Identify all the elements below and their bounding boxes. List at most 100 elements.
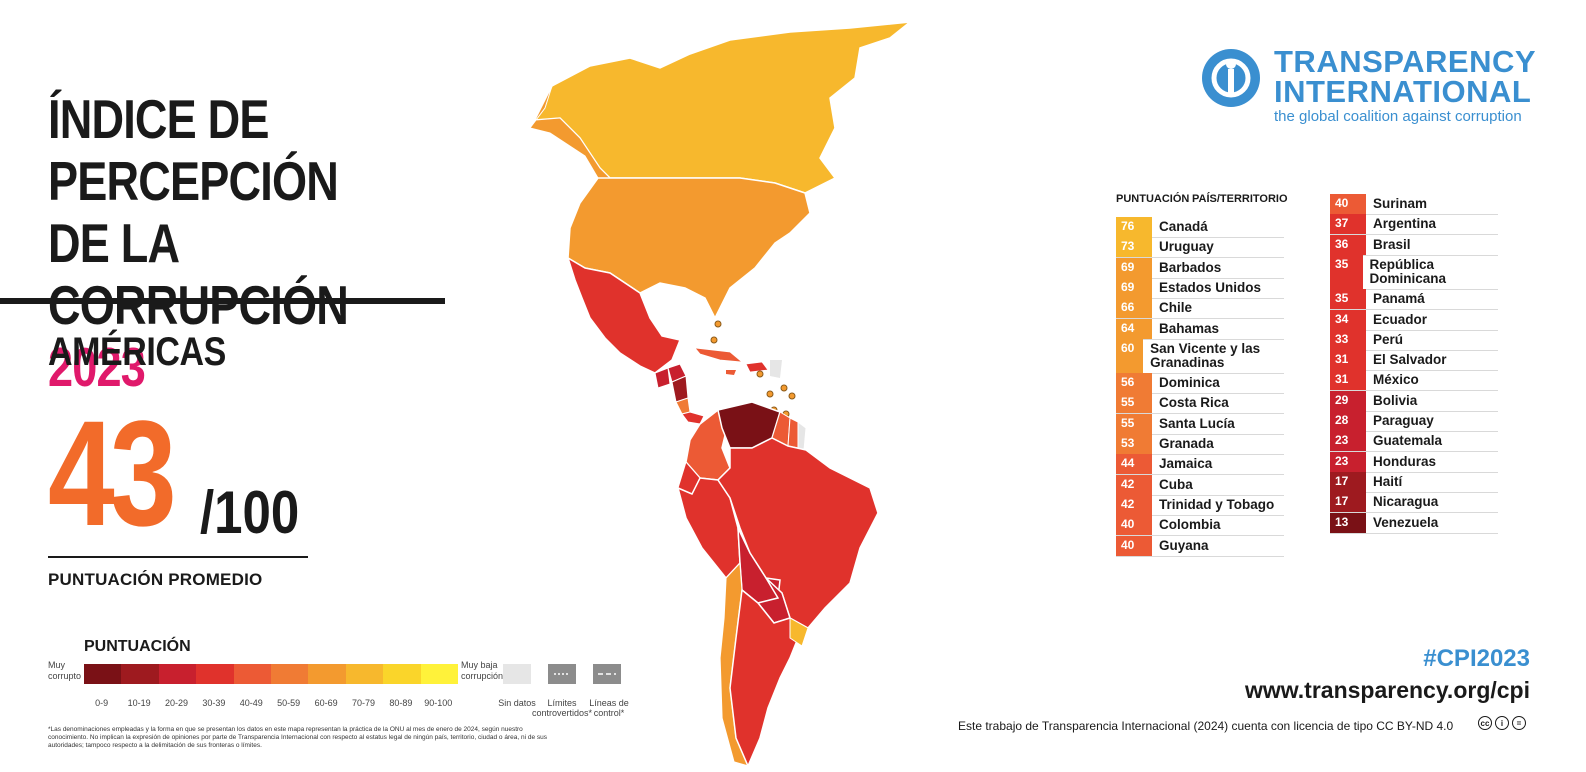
row-country: Honduras [1373,453,1437,469]
table-row: 40 Surinam [1330,194,1498,215]
score-divider [48,556,308,558]
row-score: 66 [1116,298,1152,319]
row-country: Nicaragua [1373,494,1439,510]
legend-title: PUNTUACIÓN [84,638,191,655]
legend-swatch [121,664,159,684]
table-row: 31 El Salvador [1330,350,1498,372]
transparency-international-logo-icon [1202,49,1260,107]
row-country: Estados Unidos [1159,279,1262,295]
table-row: 76 Canadá [1116,217,1284,238]
legend-range-label: 90-100 [424,698,453,708]
table-row: 35 Panamá [1330,289,1498,311]
row-country: Argentina [1373,216,1437,232]
row-country: Trinidad y Tobago [1159,496,1275,512]
row-country: Costa Rica [1159,395,1229,411]
legend-swatch [420,664,459,684]
map-puerto-rico [770,360,782,378]
legend-range-label: 20-29 [164,698,189,708]
title-line-1: ÍNDICE DE [48,88,269,150]
row-country: Bahamas [1159,320,1220,336]
table-row: 36 Brasil [1330,234,1498,256]
title-line-2: PERCEPCIÓN DE LA [48,150,339,274]
title-line-3-text: CORRUPCIÓN [48,274,349,336]
row-country: Surinam [1373,196,1428,211]
row-score: 44 [1116,454,1152,475]
row-score: 40 [1116,515,1152,536]
table-row: 31 México [1330,370,1498,392]
table-row: 13 Venezuela [1330,512,1498,534]
legend-no-data-swatch [503,664,531,684]
table-row: 34 Ecuador [1330,309,1498,331]
title-line-3: CORRUPCIÓN 2023 [48,274,409,398]
row-score: 31 [1330,350,1366,371]
row-country: San Vicente y las Granadinas [1150,340,1261,370]
table-row: 23 Guatemala [1330,431,1498,453]
row-country: Jamaica [1159,456,1213,472]
legend-color-scale [84,664,459,684]
logo-tagline: the global coalition against corruption [1274,108,1522,125]
legend-high-label: Muy baja corrupción [461,660,504,681]
cc-icon: cc [1478,716,1492,730]
map-panama [681,411,705,425]
row-country: Barbados [1159,259,1222,275]
row-score: 40 [1330,194,1366,214]
table-row: 60 San Vicente y las Granadinas [1116,338,1284,374]
row-country: Canadá [1159,219,1208,234]
row-country: Granada [1159,436,1214,451]
title-year: 2023 [48,336,146,398]
row-score: 60 [1116,338,1144,373]
row-score: 23 [1330,431,1366,452]
row-score: 42 [1116,474,1152,495]
legend-low-label: Muy corrupto [48,660,82,681]
row-country: Uruguay [1159,239,1214,255]
legend-swatch [233,664,272,684]
legend-control-swatch [593,664,621,684]
row-country: Panamá [1373,291,1425,307]
row-score: 73 [1116,237,1152,258]
table-row: 17 Haití [1330,471,1498,493]
table-row: 56 Dominica [1116,373,1284,395]
legend-range-label: 70-79 [351,698,376,708]
table-row: 55 Costa Rica [1116,393,1284,415]
legend-swatch [383,664,421,684]
row-score: 76 [1116,217,1152,237]
website-link[interactable]: www.transparency.org/cpi [1244,677,1530,703]
row-country: Paraguay [1373,413,1434,428]
table-row: 44 Jamaica [1116,454,1284,476]
row-country: México [1373,372,1419,388]
footnote: *Las denominaciones empleadas y la forma… [48,726,547,749]
row-country: Cuba [1159,476,1193,492]
table-row: 28 Paraguay [1330,411,1498,432]
map-guatemala [654,367,671,389]
row-country: El Salvador [1373,352,1447,368]
legend-swatch [84,664,122,684]
row-country: República Dominicana [1369,256,1447,286]
cc-license-icons: cc i = [1478,716,1526,730]
legend-no-data-label: Sin datos [498,698,536,708]
map-cuba [694,347,744,363]
table-row: 73 Uruguay [1116,237,1284,259]
legend-range-label: 80-89 [389,698,413,708]
row-score: 17 [1330,492,1366,513]
table-row: 35 República Dominicana [1330,254,1498,290]
by-icon: i [1495,716,1509,730]
row-score: 36 [1330,234,1366,255]
row-score: 35 [1330,254,1363,289]
row-score: 69 [1116,277,1152,298]
table-row: 53 Granada [1116,434,1284,455]
table-row: 69 Estados Unidos [1116,277,1284,299]
row-country: Colombia [1159,517,1221,533]
legend-swatch [271,664,309,684]
row-score: 17 [1330,471,1366,492]
table-row: 17 Nicaragua [1330,492,1498,514]
legend-disputed-label: Límites controvertidos* [532,698,593,718]
row-country: Perú [1373,331,1404,347]
row-score: 13 [1330,512,1366,533]
row-score: 23 [1330,451,1366,472]
row-score: 40 [1116,535,1152,556]
table-row: 29 Bolivia [1330,390,1498,412]
row-score: 35 [1330,289,1366,310]
legend-control-label: Líneas de control* [589,698,629,718]
legend-range-label: 50-59 [277,698,301,708]
legend-range-label: 30-39 [202,698,226,708]
